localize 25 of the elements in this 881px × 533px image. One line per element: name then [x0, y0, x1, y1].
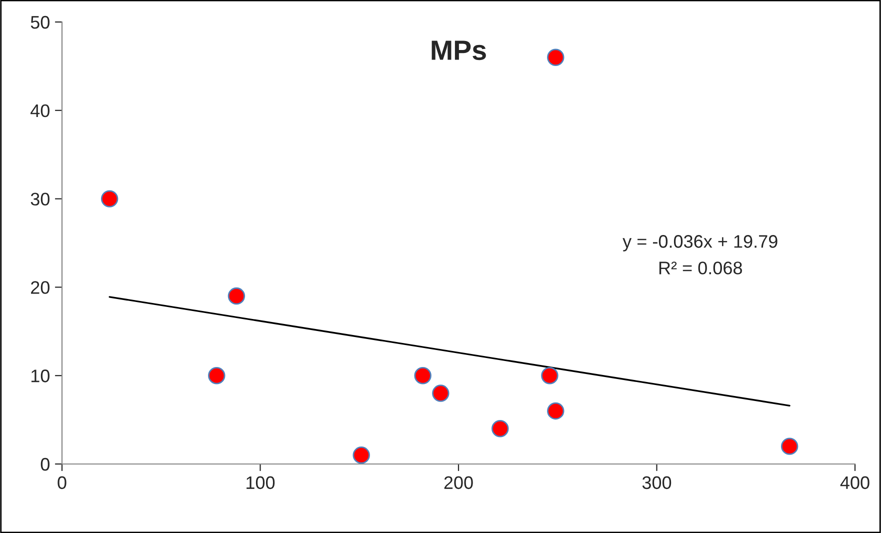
x-tick-label: 0: [58, 476, 66, 490]
y-tick-label: 20: [31, 281, 50, 294]
x-tick-label: 300: [642, 476, 672, 490]
y-tick-label: 0: [40, 458, 50, 471]
x-tick-label: 100: [246, 476, 275, 490]
point: [100, 190, 118, 208]
point: [492, 420, 509, 438]
x-tick-label: 400: [840, 476, 870, 490]
y-tick-label: 40: [30, 104, 50, 118]
y-tick-label: 30: [30, 192, 50, 206]
point: [228, 287, 246, 305]
annotation: R² = 0.068: [659, 262, 742, 274]
point: [780, 438, 798, 455]
point: [208, 366, 226, 384]
y-tick-label: 50: [30, 16, 50, 29]
point: [541, 366, 558, 384]
point: [432, 384, 450, 402]
point: [547, 48, 564, 66]
x-tick-label: 200: [444, 476, 473, 490]
text: MPs: [432, 40, 486, 60]
y-tick-label: 10: [31, 370, 50, 382]
point: [414, 366, 432, 384]
annotation: y = -0.036x + 19.79: [622, 235, 778, 252]
point: [547, 402, 564, 420]
point: [352, 446, 370, 464]
